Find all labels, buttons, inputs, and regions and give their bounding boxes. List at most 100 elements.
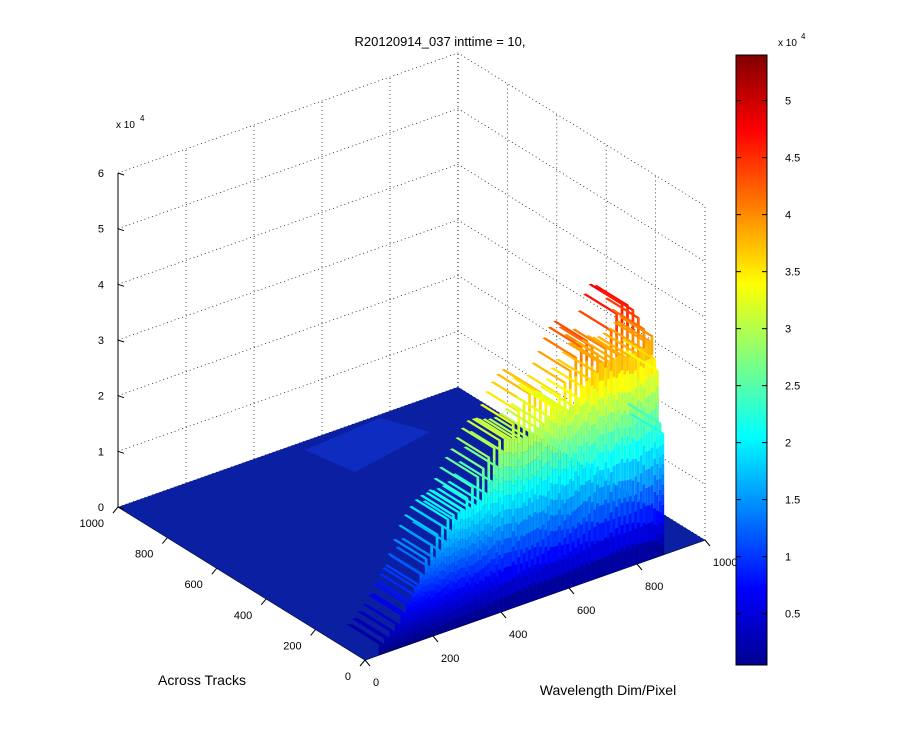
z-grid-line [117,52,706,207]
surface-facet [604,555,608,576]
surface-facet [452,524,455,535]
surface-facet [604,367,608,388]
surface-facet [498,468,501,484]
surface-facet [637,378,640,401]
surface-facet [558,508,561,527]
surface-facet [569,442,572,462]
surface-facet [596,558,599,579]
surface-facet [492,502,496,518]
surface-facet [392,635,395,639]
surface-facet [615,399,618,422]
surface-facet [424,604,428,613]
surface-facet [424,618,428,626]
surface-facet [528,566,531,586]
surface-facet [590,521,594,542]
surface-facet [441,596,444,607]
surface-facet [416,636,420,642]
surface-facet [484,493,488,505]
surface-facet [558,492,561,510]
surface-facet [517,443,521,461]
surface-facet [465,539,469,552]
surface-facet [579,563,583,585]
surface-facet [473,543,477,555]
surface-facet [520,562,523,578]
surface-facet [536,570,540,586]
surface-facet [441,623,444,634]
surface-facet [552,515,556,532]
surface-facet [525,547,529,562]
surface-facet [397,628,401,632]
surface-facet [424,631,428,639]
surface-facet [517,491,521,510]
surface-facet [650,521,654,541]
surface-facet [549,482,553,500]
surface-facet [433,615,436,624]
surface-facet [471,509,474,522]
surface-facet [601,433,605,453]
surface-facet [615,549,618,572]
surface-facet [637,460,640,483]
surface-facet [566,528,569,545]
surface-facet [413,637,417,643]
surface-facet [438,557,442,565]
surface-top-facet [550,367,586,389]
surface-facet [490,581,493,594]
surface-top-facet [526,374,561,396]
surface-facet [400,638,404,643]
surface-facet [612,429,616,449]
surface-facet [503,524,507,540]
surface-facet [604,480,608,501]
z-tick-mark [117,339,125,343]
surface-top-facet [400,537,436,559]
surface-facet [479,530,482,542]
surface-facet [381,650,385,653]
surface-facet [511,561,515,578]
surface-facet [609,431,613,453]
surface-facet [413,628,417,634]
surface-facet [637,440,640,462]
surface-facet [596,353,599,374]
surface-facet [514,592,518,608]
surface-facet [403,637,406,642]
surface-facet [544,512,548,531]
surface-facet [590,559,594,581]
surface-facet [433,628,436,636]
surface-facet [612,465,616,485]
surface-facet [403,632,406,636]
surface-facet [574,433,578,454]
surface-facet [481,468,485,482]
surface-facet [381,652,385,655]
surface-facet [487,562,491,578]
surface-facet [422,622,425,630]
surface-facet [623,515,627,534]
surface-facet [563,451,567,470]
surface-facet [462,576,466,588]
surface-facet [460,509,463,520]
surface-facet [588,462,591,481]
surface-facet [650,539,654,560]
surface-facet [579,386,583,407]
surface-facet [465,518,469,531]
surface-facet [452,543,455,554]
surface-facet [498,540,501,556]
surface-facet [481,493,485,507]
surface-facet [514,564,518,580]
surface-facet [413,591,417,598]
surface-facet [422,617,425,624]
surface-facet [473,610,477,622]
surface-facet [617,551,621,571]
surface-facet [617,533,621,553]
surface-top-facet [490,381,526,403]
surface-facet [541,538,545,555]
surface-facet [441,552,444,563]
surface-facet [579,504,583,526]
surface-facet [394,633,398,637]
surface-facet [658,467,662,480]
surface-facet [604,386,608,407]
y-tick-label: 600 [184,579,202,591]
surface-facet [435,617,439,627]
surface-facet [449,530,453,540]
surface-facet [547,460,550,477]
surface-facet [378,652,382,655]
surface-facet [446,537,450,548]
